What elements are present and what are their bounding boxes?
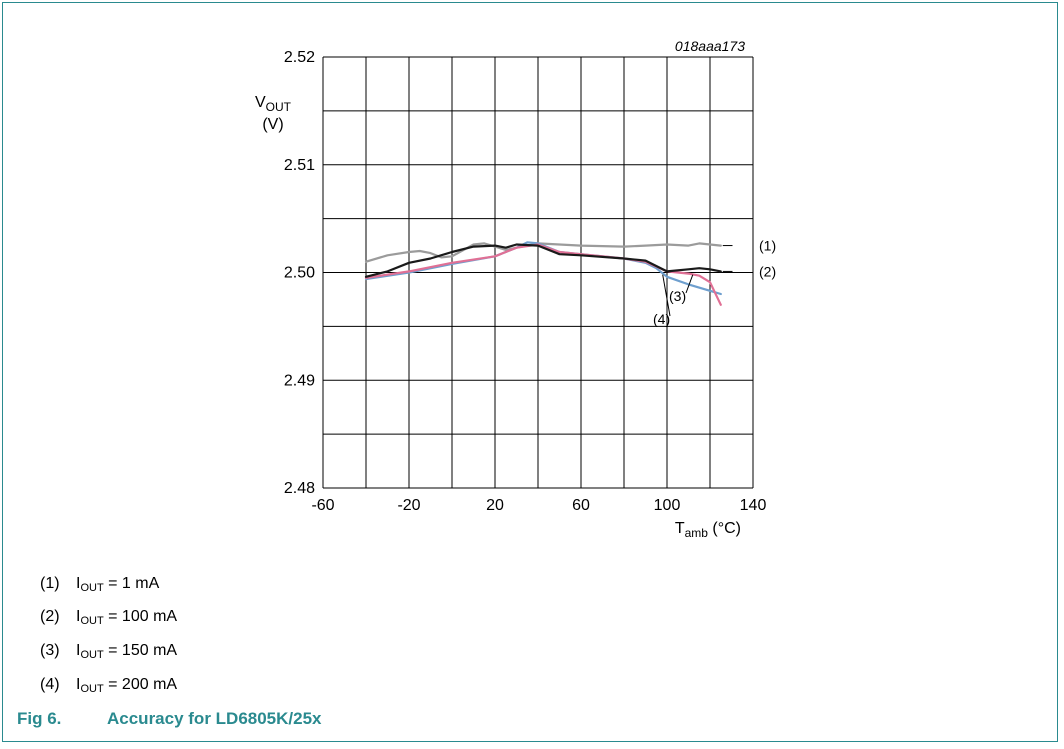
annotations: (1) (2) (3) (4) [653,238,776,327]
series-line-2 [364,243,722,278]
legend-item-2: (2) IOUT = 100 mA [40,608,178,627]
x-tick-label: 140 [740,497,767,514]
series-lines [364,241,722,306]
y-tick-label: 2.49 [284,372,315,389]
y-tick-label: 2.50 [284,265,315,282]
y-tick-label: 2.52 [284,49,315,66]
legend-item-4: (4) IOUT = 200 mA [40,676,178,695]
x-tick-label: -60 [311,497,334,514]
figure-caption: Fig 6. Accuracy for LD6805K/25x [17,709,322,729]
figure-number: Fig 6. [17,709,62,728]
tick-labels: -60 -20 20 60 100 140 2.48 2.49 2.50 2.51 2.52 [284,49,767,514]
chart: -60 -20 20 60 100 140 2.48 2.49 2.50 2.51 2.52 (1)… [255,38,776,540]
grid [322,56,754,489]
annotation-label: (4) [653,311,670,327]
legend-item-3: (3) IOUT = 150 mA [40,642,178,661]
y-tick-label: 2.48 [284,480,315,497]
annotation-label: (3) [669,288,686,304]
x-tick-label: 60 [572,497,590,514]
leader-line [662,274,671,317]
x-axis-label: Tamb (°C) [675,520,741,540]
x-tick-label: -20 [397,497,420,514]
annotation-label: (1) [759,238,776,254]
figure-title: Accuracy for LD6805K/25x [107,709,322,728]
x-tick-label: 100 [654,497,681,514]
x-tick-label: 20 [486,497,504,514]
y-axis-unit: (V) [262,116,283,133]
y-axis-label: VOUT [255,94,292,114]
annotation-label: (2) [759,263,776,279]
series-line-1 [364,242,722,263]
legend-item-1: (1) IOUT = 1 mA [40,575,160,594]
figure-id: 018aaa173 [675,38,745,54]
leader-line [685,274,694,294]
series-line-3 [364,243,722,306]
y-tick-label: 2.51 [284,157,315,174]
